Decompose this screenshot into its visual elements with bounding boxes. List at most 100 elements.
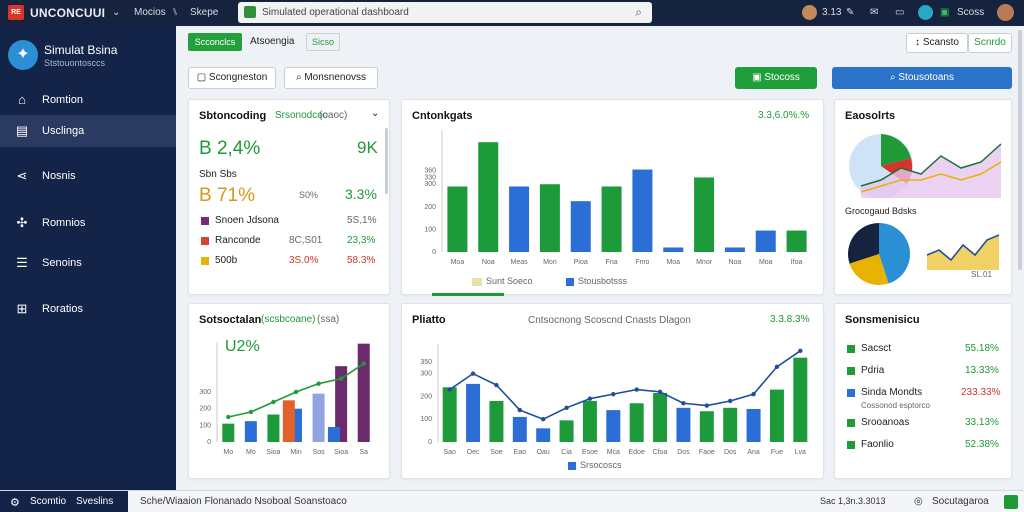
x-tick-label: Noa [482,259,495,266]
sidebar-item-reports[interactable]: ✣ Romnios [0,207,176,239]
app-logo-icon: RE [8,5,24,20]
bar [512,416,527,442]
search-site-icon [244,6,256,18]
x-tick-label: Min [290,449,301,456]
search-status-button[interactable]: ⌕ Stousotoans [832,67,1012,89]
tab-2[interactable]: Atsoengia [250,36,295,47]
top-bar: RE UNCONCUUI ⌄ Mocios ⑊ Skepe Simulated … [0,0,1024,26]
tab-active[interactable]: Scconclcs [188,33,242,51]
bar [244,421,257,442]
sidebar-item-sessions[interactable]: ☰ Senoins [0,247,176,279]
nav-chevron-icon[interactable]: ⌄ [112,7,121,18]
row-value: 5S,1% [347,215,377,226]
pen-icon[interactable]: ✎ [846,7,855,18]
x-tick-label: Moa [666,259,680,266]
panel-sub-detail: (ssa) [317,314,340,325]
row-value: 55.18% [965,343,999,354]
bar [769,389,784,442]
line-point [226,414,231,420]
top-nav-2[interactable]: Skepe [190,7,219,18]
scrollbar[interactable] [385,128,388,194]
series-line [926,234,1000,262]
sidebar-item-label: Roratios [42,303,83,315]
mail-icon[interactable]: ✉ [870,7,879,18]
line-point [611,391,616,397]
legend-label: Stousbotsss [578,276,628,286]
y-tick-label: 200 [424,204,436,211]
search-icon: ⌕ [295,72,305,83]
user-avatar[interactable] [918,5,933,20]
panel-title: Sotsoctalan [199,314,262,326]
series-line [860,161,1002,193]
bar [509,186,530,252]
line-point [727,398,733,404]
x-tick-label: Cfoa [653,449,668,456]
search-input[interactable]: Simulated operational dashboard [262,7,409,18]
line-point [564,405,569,411]
legend-swatch [847,419,855,427]
briefcase-icon: ▤ [15,123,29,138]
x-tick-label: Sos [313,449,326,456]
settings-icon[interactable]: ⚙ [10,497,20,509]
bar [755,230,776,252]
sidebar-item-ratios[interactable]: ⊞ Roratios [0,293,176,325]
x-tick-label: Fue [771,449,783,456]
area-chart [849,134,1002,198]
success-button[interactable]: ▣ Stocoss [735,67,817,89]
row-name: Ranconde [215,235,261,246]
pie-slice [879,223,910,284]
profile-avatar[interactable] [997,4,1014,21]
search-bar[interactable]: Simulated operational dashboard ⌕ [238,2,652,23]
panel-scroll-indicator[interactable] [432,293,504,296]
sidebar-item-home[interactable]: ⌂ Romtion [0,84,176,116]
sidebar-item-usage[interactable]: ▤ Usclinga [0,115,176,147]
y-tick-label: 100 [420,416,432,423]
line-point [293,389,299,395]
row-name: Sinda Mondts [861,387,923,398]
line-point [316,381,321,386]
window-icon[interactable]: ▭ [895,7,905,18]
search-icon[interactable]: ⌕ [635,5,642,19]
bar [629,403,644,442]
bar [786,230,807,252]
x-tick-label: Esoe [582,449,598,456]
search-status-label: Stousotoans [898,72,954,83]
legend-swatch [566,278,574,286]
series-line [860,143,1002,187]
page-scrollbar[interactable] [1018,30,1022,270]
row-value-2: 58.3% [347,255,376,266]
panel-title: Pliatto [412,314,446,326]
bar [267,414,280,442]
bar [222,423,235,442]
chevron-down-icon[interactable]: ⌄ [371,108,380,119]
sidebar-item-label: Romtion [42,94,83,106]
scope-button[interactable]: ▢ Scongneston [188,67,276,89]
legend-label: Sunt Soeco [486,276,533,286]
filter-tag-button[interactable]: Scnrdo [968,33,1012,53]
row-name: 500b [215,255,238,266]
panel-stats: Sbtoncoding Srsonodcoc (oaoc) ⌄ B 2,4% 9… [188,99,390,295]
series-line [449,350,801,421]
row-name: Pdria [861,365,885,376]
monitor-search-button[interactable]: ⌕ Monsnenovss [284,67,378,89]
row-name: Sacsct [861,343,892,354]
sort-button[interactable]: ↕ Scansto [906,33,968,53]
panel-bar-chart: Cntonkgats 3.3,6.0%.% 0 100 200 300 330 360 Mo… [401,99,824,296]
top-nav-1[interactable]: Mocios [134,7,166,18]
avatar[interactable] [802,5,817,20]
x-tick-label: Moa [759,259,773,266]
legend-swatch [201,257,209,265]
metric-primary: B 2,4% [199,138,261,159]
metric-primary: U2% [225,338,260,355]
line-point [470,371,476,376]
pie-slice [849,254,889,285]
user-name[interactable]: Scoss [957,7,985,18]
sidebar-item-label: Romnios [42,217,86,229]
legend-swatch [847,441,855,449]
tab-3[interactable]: Sicso [306,33,340,51]
sidebar-item-network[interactable]: ⋖ Nosnis [0,160,176,192]
panel-summary: Sonsmenisicu Sacsct 55.18% Pdria 13.33% … [834,303,1012,479]
status-left: ⚙ Scomtio Sveslins [0,491,128,512]
y-tick-label: 0 [207,439,211,446]
notification-icon[interactable] [1004,495,1018,509]
